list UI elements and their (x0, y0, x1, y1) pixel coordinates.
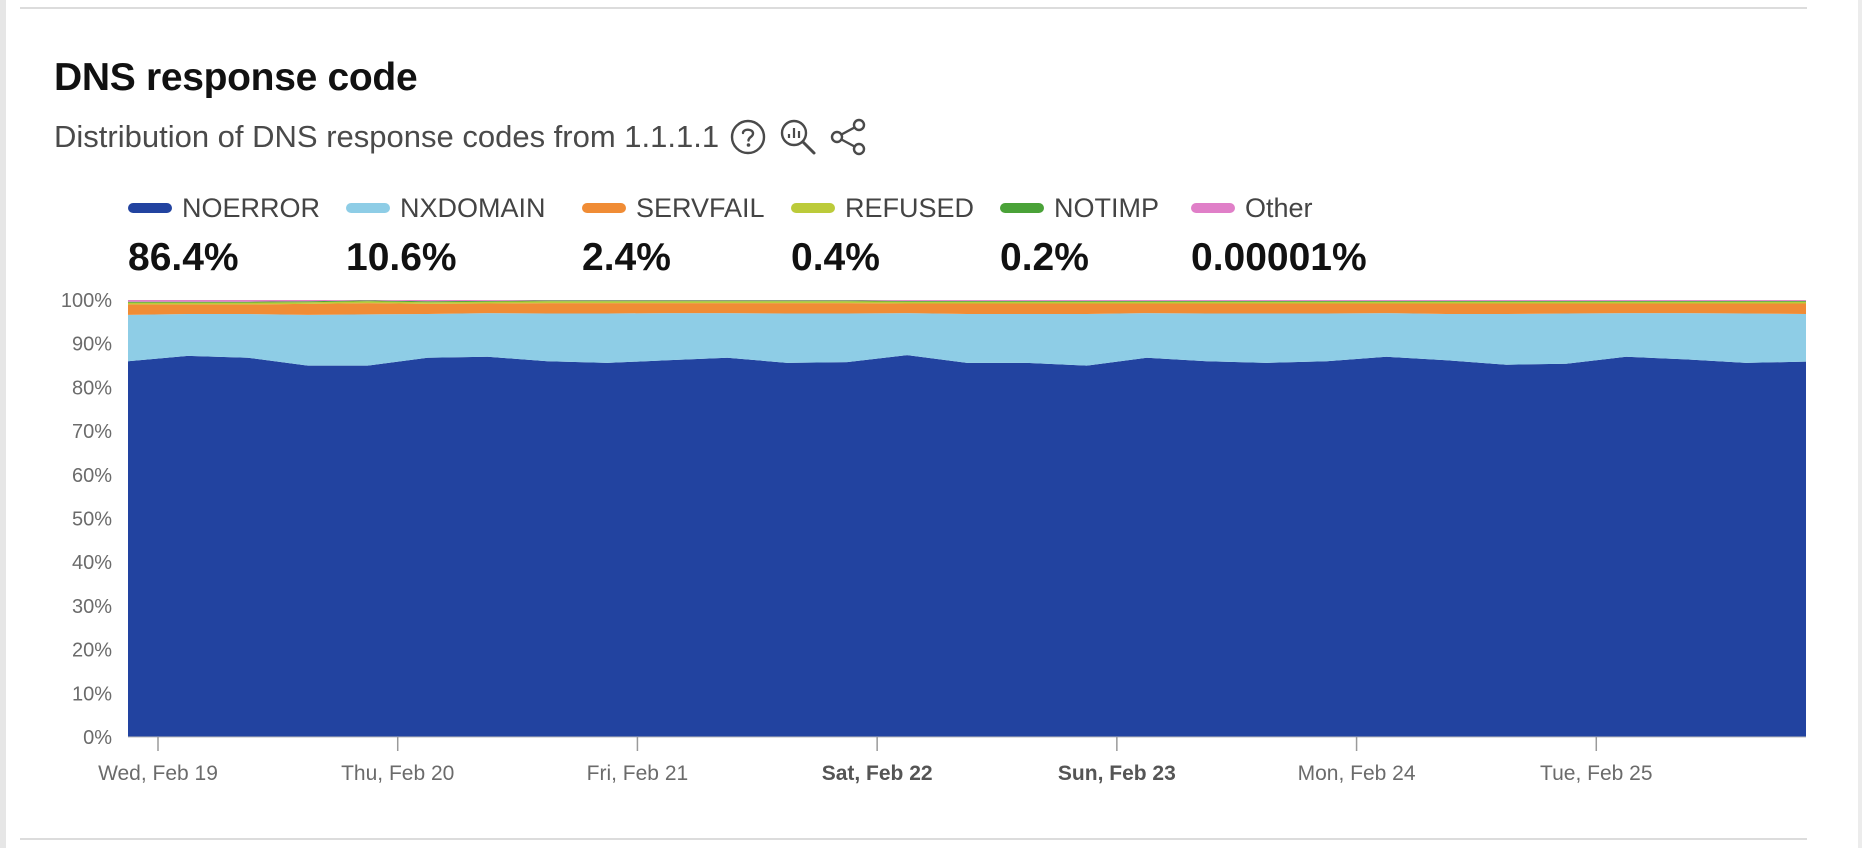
chart-title: DNS response code (54, 56, 418, 99)
area-series-other[interactable] (128, 300, 1806, 302)
legend-item-nxdomain[interactable]: NXDOMAIN 10.6% (346, 192, 546, 280)
y-tick-label: 60% (72, 465, 112, 487)
legend-value: 86.4% (128, 236, 239, 279)
area-series-noerror[interactable] (128, 355, 1806, 737)
card-right-border (1858, 0, 1862, 848)
x-tick-label: Mon, Feb 24 (1298, 762, 1416, 785)
legend-label: NOTIMP (1054, 192, 1159, 223)
subtitle-row: Distribution of DNS response codes from … (54, 115, 869, 159)
y-tick-label: 30% (72, 596, 112, 618)
legend-value: 0.2% (1000, 236, 1089, 279)
legend-item-noerror[interactable]: NOERROR 86.4% (128, 192, 320, 280)
legend-value: 2.4% (582, 236, 671, 279)
legend-swatch (1191, 203, 1235, 213)
legend-value: 0.4% (791, 236, 880, 279)
card-left-border (0, 0, 6, 848)
area-series-nxdomain[interactable] (128, 313, 1806, 366)
y-tick-label: 90% (72, 334, 112, 356)
y-tick-label: 100% (61, 290, 112, 312)
share-icon[interactable] (827, 116, 869, 158)
legend-item-servfail[interactable]: SERVFAIL 2.4% (582, 192, 765, 280)
legend-swatch (582, 203, 626, 213)
legend-value: 0.00001% (1191, 236, 1367, 279)
top-divider (20, 7, 1807, 9)
legend-swatch (1000, 203, 1044, 213)
y-tick-label: 80% (72, 377, 112, 399)
legend-label: SERVFAIL (636, 192, 765, 223)
y-tick-label: 0% (83, 727, 112, 749)
y-tick-label: 20% (72, 640, 112, 662)
y-tick-label: 40% (72, 552, 112, 574)
chart-subtitle: Distribution of DNS response codes from … (54, 119, 720, 154)
legend-item-other[interactable]: Other 0.00001% (1191, 192, 1367, 280)
y-tick-label: 10% (72, 683, 112, 705)
y-tick-label: 50% (72, 509, 112, 531)
legend-swatch (791, 203, 835, 213)
legend-value: 10.6% (346, 236, 457, 279)
x-tick-label: Thu, Feb 20 (341, 762, 454, 785)
legend-label: REFUSED (845, 192, 975, 223)
legend-swatch (128, 203, 172, 213)
bottom-divider (20, 838, 1807, 840)
legend-label: Other (1245, 192, 1313, 223)
legend-label: NXDOMAIN (400, 192, 546, 223)
legend-item-notimp[interactable]: NOTIMP 0.2% (1000, 192, 1159, 280)
legend-item-refused[interactable]: REFUSED 0.4% (791, 192, 974, 280)
x-tick-label: Fri, Feb 21 (587, 762, 689, 785)
legend-swatch (346, 203, 390, 213)
area-series-refused[interactable] (128, 301, 1806, 305)
x-tick-label: Wed, Feb 19 (98, 762, 218, 785)
legend-label: NOERROR (182, 192, 321, 223)
zoom-chart-icon[interactable] (777, 116, 819, 158)
x-tick-label: Sat, Feb 22 (822, 762, 933, 785)
x-tick-label: Tue, Feb 25 (1540, 762, 1652, 785)
area-series-servfail[interactable] (128, 303, 1806, 315)
y-tick-label: 70% (72, 421, 112, 443)
x-tick-label: Sun, Feb 23 (1058, 762, 1176, 785)
area-series-notimp[interactable] (128, 300, 1806, 303)
help-circle-icon[interactable] (727, 116, 769, 158)
